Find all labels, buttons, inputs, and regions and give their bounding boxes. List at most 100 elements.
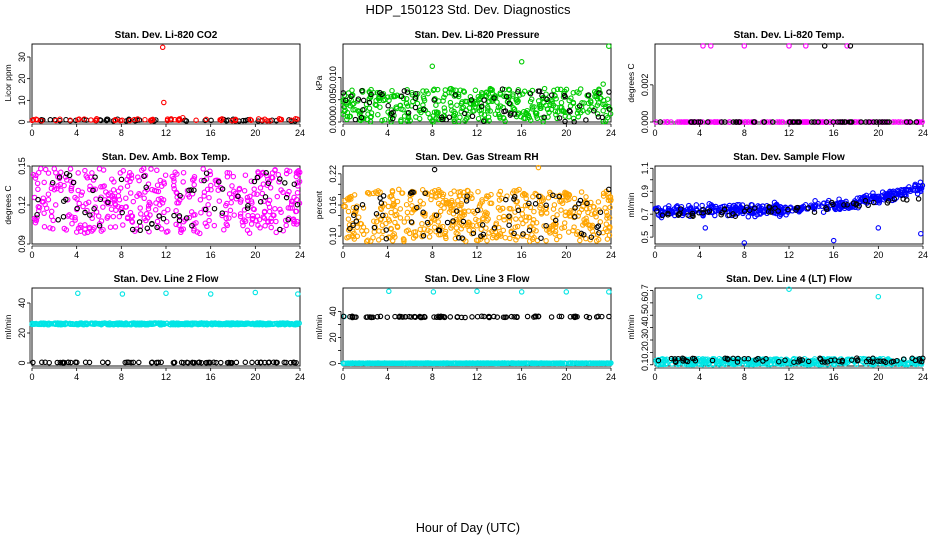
- data-point: [143, 217, 149, 224]
- data-point: [605, 360, 611, 366]
- data-point: [200, 166, 206, 172]
- x-tick-label: 24: [606, 372, 616, 382]
- data-point: [829, 199, 835, 206]
- y-axis-label: ml/min: [3, 314, 13, 339]
- data-point: [359, 202, 366, 208]
- data-point: [511, 230, 517, 237]
- data-point: [275, 171, 282, 178]
- data-point: [478, 111, 485, 117]
- y-axis-label: Licor ppm: [3, 64, 13, 101]
- data-point: [460, 104, 467, 111]
- data-point: [398, 93, 405, 100]
- data-point: [447, 86, 453, 92]
- data-point: [531, 314, 537, 320]
- data-point: [115, 188, 122, 194]
- data-point: [733, 119, 739, 125]
- data-point: [850, 200, 857, 207]
- data-point: [503, 93, 510, 100]
- data-point: [575, 113, 582, 120]
- data-point: [456, 202, 462, 209]
- data-point: [388, 226, 395, 232]
- data-point: [543, 238, 549, 244]
- data-point: [456, 216, 462, 222]
- data-point: [441, 205, 447, 211]
- data-point: [268, 215, 274, 221]
- data-point: [398, 117, 404, 123]
- data-point: [476, 96, 482, 103]
- data-point: [461, 360, 467, 367]
- data-point: [217, 321, 223, 328]
- data-point: [124, 183, 131, 189]
- data-point: [672, 356, 678, 362]
- data-point: [82, 209, 88, 216]
- data-point: [178, 359, 185, 366]
- data-point: [201, 193, 207, 199]
- y-tick-label: 0.000: [640, 111, 650, 134]
- data-point: [340, 90, 347, 96]
- data-point: [36, 204, 43, 211]
- data-point: [129, 213, 136, 219]
- data-point: [732, 213, 739, 219]
- data-point: [480, 118, 487, 124]
- data-point: [597, 209, 604, 215]
- data-point: [900, 356, 907, 362]
- data-point: [519, 211, 526, 217]
- data-point: [254, 191, 260, 198]
- x-tick-label: 16: [517, 250, 527, 260]
- data-point: [407, 190, 414, 196]
- x-tick-label: 12: [161, 128, 171, 138]
- data-point: [382, 360, 388, 367]
- data-point: [154, 182, 161, 188]
- data-point: [105, 359, 111, 366]
- data-point: [599, 114, 606, 121]
- x-tick-label: 12: [161, 372, 171, 382]
- plot-frame: [654, 43, 924, 123]
- data-point: [208, 187, 214, 193]
- data-point: [767, 119, 773, 125]
- x-tick-label: 4: [697, 128, 702, 138]
- data-point: [875, 358, 881, 364]
- data-point: [161, 99, 167, 106]
- data-point: [391, 93, 397, 100]
- data-point: [154, 224, 160, 231]
- y-axis-label: degrees C: [3, 185, 13, 224]
- data-point: [99, 359, 106, 366]
- data-point: [746, 207, 753, 214]
- data-point: [254, 359, 261, 366]
- x-tick-label: 8: [119, 250, 124, 260]
- data-point: [190, 212, 197, 218]
- data-point: [267, 185, 274, 191]
- data-point: [491, 95, 497, 101]
- data-point: [50, 226, 56, 232]
- data-point: [460, 218, 467, 225]
- data-point: [563, 289, 570, 295]
- data-point: [58, 169, 64, 176]
- data-point: [595, 236, 602, 243]
- data-point: [387, 194, 393, 200]
- data-point: [89, 228, 95, 234]
- data-point: [442, 87, 449, 93]
- data-point: [506, 94, 513, 100]
- data-point: [545, 195, 552, 201]
- data-point: [397, 102, 404, 109]
- data-point: [228, 199, 234, 206]
- data-point: [543, 222, 549, 229]
- data-point: [156, 321, 163, 327]
- data-point: [63, 196, 69, 203]
- x-tick-label: 8: [742, 372, 747, 382]
- y-tick-label: 0.10: [328, 227, 338, 245]
- data-point: [193, 117, 199, 124]
- data-point: [383, 236, 390, 242]
- data-point: [770, 357, 777, 363]
- data-point: [429, 118, 435, 124]
- data-point: [399, 190, 406, 196]
- data-point: [120, 168, 127, 174]
- data-point: [365, 111, 371, 117]
- data-point: [563, 193, 569, 199]
- data-point: [479, 199, 485, 205]
- data-point: [354, 224, 360, 231]
- data-point: [503, 196, 509, 203]
- data-point: [537, 205, 543, 211]
- series-green: [340, 43, 614, 125]
